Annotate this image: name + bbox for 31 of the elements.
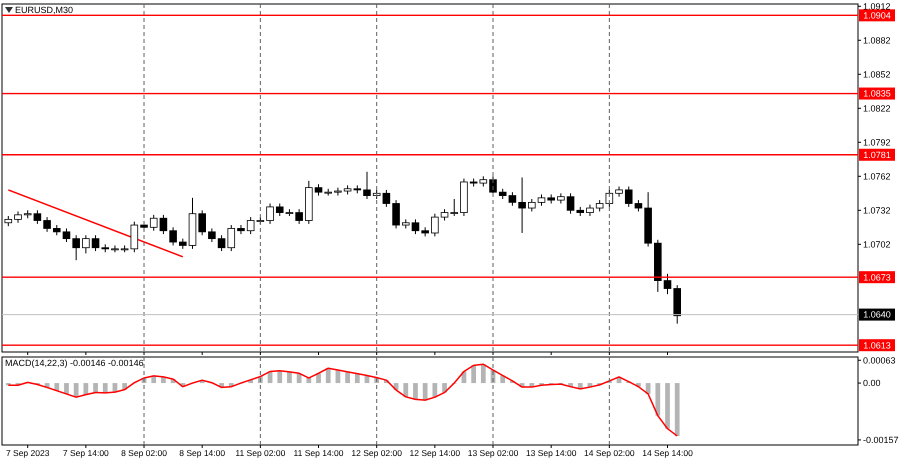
x-tick-label: 11 Sep 02:00 bbox=[235, 448, 286, 458]
y-tick-label: 1.0822 bbox=[863, 103, 891, 114]
ref-line-label: 1.0781 bbox=[863, 150, 891, 160]
y-tick-label: 1.0852 bbox=[863, 69, 891, 80]
x-tick-label: 13 Sep 14:00 bbox=[526, 448, 577, 458]
chart-title: MACD(14,22,3) -0.00146 -0.00146 bbox=[5, 358, 144, 368]
y-tick-label: 1.0882 bbox=[863, 35, 891, 46]
y-tick-label: 0.00 bbox=[863, 378, 881, 388]
ref-line-label: 1.0835 bbox=[863, 88, 891, 99]
ref-line-label: 1.0613 bbox=[863, 340, 891, 350]
x-tick-label: 13 Sep 02:00 bbox=[468, 448, 519, 458]
x-tick-label: 14 Sep 02:00 bbox=[584, 448, 635, 458]
ref-line-label: 1.0640 bbox=[863, 310, 891, 320]
y-tick-label: 0.00063 bbox=[863, 355, 896, 366]
y-tick-label: 1.0792 bbox=[863, 137, 891, 148]
x-tick-label: 7 Sep 14:00 bbox=[62, 448, 110, 458]
ref-line-label: 1.0673 bbox=[863, 272, 891, 282]
y-tick-label: 1.0702 bbox=[863, 239, 891, 250]
y-tick-label: 1.0732 bbox=[863, 205, 891, 216]
x-tick-label: 12 Sep 02:00 bbox=[351, 448, 402, 458]
x-tick-label: 12 Sep 14:00 bbox=[410, 448, 460, 458]
chart-title: EURUSD,M30 bbox=[15, 5, 74, 15]
y-tick-label: 1.0762 bbox=[863, 171, 891, 182]
x-tick-label: 11 Sep 14:00 bbox=[294, 448, 344, 458]
x-tick-label: 8 Sep 02:00 bbox=[121, 448, 168, 458]
x-tick-label: 7 Sep 2023 bbox=[6, 448, 50, 458]
ref-line-label: 1.0904 bbox=[863, 10, 891, 20]
x-tick-label: 8 Sep 14:00 bbox=[179, 448, 226, 458]
x-tick-label: 14 Sep 14:00 bbox=[642, 448, 694, 458]
y-tick-label: 1.0912 bbox=[863, 1, 891, 12]
y-tick-label: -0.00157 bbox=[863, 435, 899, 446]
